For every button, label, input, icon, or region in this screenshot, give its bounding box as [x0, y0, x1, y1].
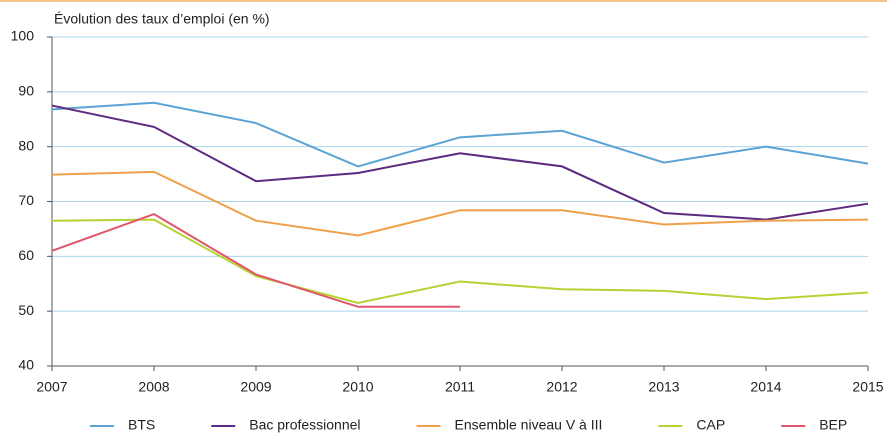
x-tick-label: 2011	[445, 379, 475, 395]
series-line	[51, 218, 869, 304]
x-tick-label: 2008	[138, 379, 169, 395]
y-tick-label: 50	[18, 302, 34, 318]
x-tick-label: 2009	[240, 379, 271, 395]
legend-label: Bac professionnel	[249, 417, 360, 433]
x-tick-label: 2012	[546, 379, 577, 395]
series-line	[51, 213, 460, 308]
x-tick-label: 2010	[342, 379, 373, 395]
series-line	[51, 101, 869, 168]
legend-label: BTS	[128, 417, 155, 433]
x-tick-label: 2015	[852, 379, 883, 395]
y-tick-label: 60	[18, 247, 34, 263]
y-tick-label: 70	[18, 192, 34, 208]
legend-label: Ensemble niveau V à III	[455, 417, 603, 433]
x-tick-label: 2013	[648, 379, 679, 395]
x-tick-label: 2014	[750, 379, 781, 395]
legend-label: BEP	[819, 417, 847, 433]
x-tick-label: 2007	[36, 379, 67, 395]
legend-label: CAP	[696, 417, 725, 433]
y-tick-label: 40	[18, 357, 34, 373]
series-line	[51, 104, 869, 221]
y-tick-label: 90	[18, 83, 34, 99]
chart-title: Évolution des taux d’emploi (en %)	[54, 11, 270, 27]
y-tick-label: 100	[11, 28, 35, 44]
series-line	[51, 170, 869, 237]
y-tick-label: 80	[18, 137, 34, 153]
